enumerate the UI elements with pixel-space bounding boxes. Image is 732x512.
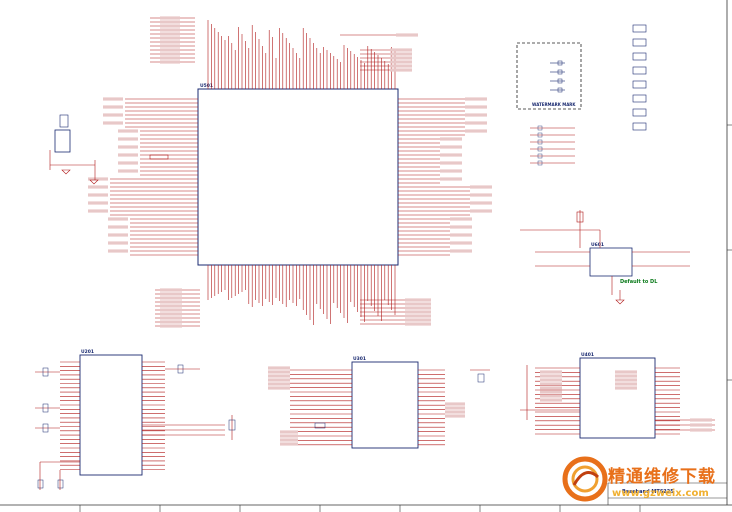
u401-ref: U401 <box>581 352 594 358</box>
watermark-url: www.gzweix.com <box>612 488 709 499</box>
main-chip-ref: U501 <box>200 83 213 89</box>
chip-u401 <box>579 357 656 439</box>
cap <box>42 367 49 377</box>
ref-box <box>632 122 647 131</box>
chip-u201 <box>79 354 143 476</box>
conn-pin <box>537 153 543 159</box>
default-note: Default to DL <box>620 279 658 285</box>
conn-pin <box>537 139 543 145</box>
conn-pin <box>537 146 543 152</box>
cap <box>477 373 485 383</box>
watermark-box-title: WATERMARK MARK <box>532 102 576 107</box>
wm-pad <box>557 60 563 66</box>
ref-box <box>632 38 647 47</box>
ref-box <box>632 66 647 75</box>
conn-pin <box>537 125 543 131</box>
conn-pin <box>537 132 543 138</box>
wm-pad <box>557 78 563 84</box>
wm-pad <box>557 87 563 93</box>
ref-box <box>632 108 647 117</box>
cap <box>314 422 326 429</box>
watermark-logo-icon <box>562 456 608 502</box>
switch-ref: U601 <box>591 242 604 248</box>
title-block: Baseband MT6225 <box>622 489 674 495</box>
resistor-r1 <box>149 154 169 160</box>
switch-chip <box>589 247 633 277</box>
ref-box <box>632 52 647 61</box>
main-chip-body <box>197 88 399 266</box>
watermark-logo-text: 精通维修下载 <box>608 467 716 487</box>
pullup-resistor <box>576 211 584 223</box>
ref-box <box>632 24 647 33</box>
wm-pad <box>557 69 563 75</box>
watermark-box <box>516 42 582 110</box>
cap <box>42 403 49 413</box>
cap <box>37 479 44 489</box>
u301-ref: U301 <box>353 356 366 362</box>
crystal-cap <box>59 114 69 128</box>
conn-pin <box>537 160 543 166</box>
cap <box>42 423 49 433</box>
cap <box>57 479 64 489</box>
ref-box <box>632 80 647 89</box>
u201-ref: U201 <box>81 349 94 355</box>
cap <box>228 419 236 431</box>
ref-box <box>632 94 647 103</box>
chip-u301 <box>351 361 419 449</box>
crystal <box>54 129 71 153</box>
